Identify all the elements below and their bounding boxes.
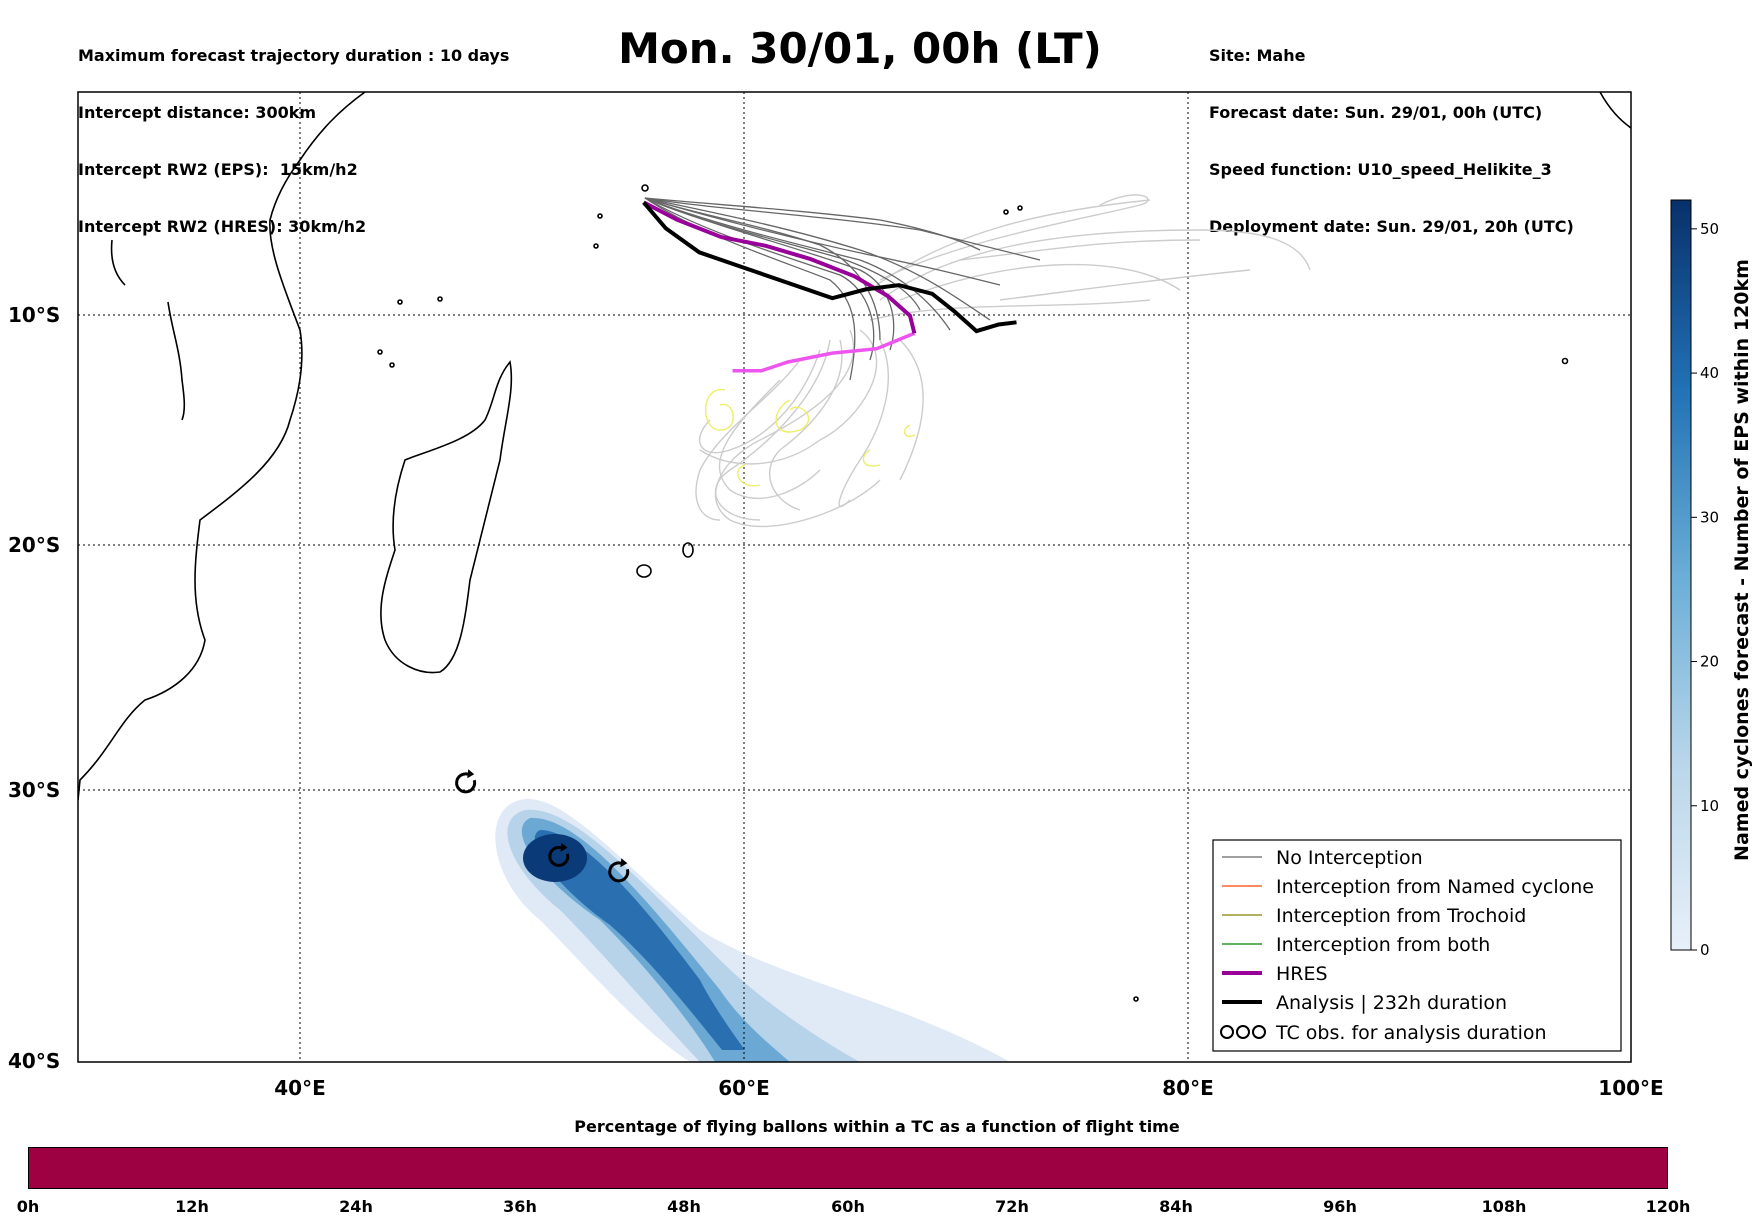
colorbar-tick: 40 <box>1700 364 1719 382</box>
seychelles-islands <box>641 184 649 192</box>
colorbar: 0 10 20 30 40 50 Named cyclones forecast - Nu… <box>1670 199 1753 959</box>
reunion-island <box>636 564 652 578</box>
cyclone-symbol-icon <box>455 769 477 794</box>
site-parameters: Site: Mahe Forecast date: Sun. 29/01, 00… <box>1209 8 1574 255</box>
late-ensemble-tracks <box>695 194 1311 528</box>
map-frame <box>77 91 1632 1063</box>
flight-bar-ticks: 0h 12h 24h 36h 48h 60h 72h 84h 96h 108h 120h <box>17 1197 1691 1216</box>
flight-bar-tick: 48h <box>667 1197 701 1216</box>
madagascar-coastline <box>380 360 513 674</box>
site-line: Speed function: U10_speed_Helikite_3 <box>1209 160 1552 179</box>
graticule <box>78 92 1631 1062</box>
coastlines <box>78 92 1631 1002</box>
flight-bar-title: Percentage of flying ballons within a TC… <box>574 1117 1180 1136</box>
lon-tick: 80°E <box>1162 1076 1214 1100</box>
colorbar-tick: 0 <box>1700 941 1710 959</box>
lat-tick: 10°S <box>8 303 60 327</box>
flight-bar-tick: 84h <box>1159 1197 1193 1216</box>
flight-bar-tick: 36h <box>503 1197 537 1216</box>
flight-bar-tick: 60h <box>831 1197 865 1216</box>
colorbar-tick: 50 <box>1700 220 1719 238</box>
legend-label: Interception from both <box>1276 934 1490 956</box>
param-line: Maximum forecast trajectory duration : 1… <box>78 46 510 65</box>
site-line: Site: Mahe <box>1209 46 1306 65</box>
param-line: Intercept distance: 300km <box>78 103 317 122</box>
legend-label: HRES <box>1276 963 1328 985</box>
hres-late-track <box>732 331 916 373</box>
legend-label: TC obs. for analysis duration <box>1275 1022 1547 1044</box>
lon-tick: 60°E <box>718 1076 770 1100</box>
cyclone-symbol-icon <box>608 858 630 883</box>
colorbar-label: Named cyclones forecast - Number of EPS … <box>1731 259 1753 861</box>
africa-coastline <box>78 92 366 801</box>
legend-label: Analysis | 232h duration <box>1276 992 1507 1014</box>
lon-tick: 40°E <box>274 1076 326 1100</box>
legend-label: Interception from Named cyclone <box>1276 876 1594 898</box>
site-line: Forecast date: Sun. 29/01, 00h (UTC) <box>1209 103 1543 122</box>
flight-bar-tick: 72h <box>995 1197 1029 1216</box>
flight-bar-tick: 96h <box>1323 1197 1357 1216</box>
flight-bar-tick: 120h <box>1646 1197 1691 1216</box>
forecast-parameters: Maximum forecast trajectory duration : 1… <box>78 8 509 255</box>
eps-cyclone-density <box>495 799 1010 1062</box>
cyclone-symbol-icon <box>1220 1025 1266 1039</box>
colorbar-tick: 10 <box>1700 797 1719 815</box>
trochoid-tracks <box>704 389 916 487</box>
site-line: Deployment date: Sun. 29/01, 20h (UTC) <box>1209 217 1574 236</box>
map-legend: No Interception Interception from Named … <box>1212 839 1622 1052</box>
cyclone-symbol-icon <box>548 842 570 867</box>
colorbar-tick: 30 <box>1700 508 1719 526</box>
flight-time-bar <box>28 1147 1668 1189</box>
page-title: Mon. 30/01, 00h (LT) <box>618 24 1102 73</box>
lat-tick: 30°S <box>8 778 60 802</box>
legend-label: No Interception <box>1276 847 1423 869</box>
tc-observations <box>455 769 630 883</box>
mauritius-island <box>682 542 694 558</box>
lat-tick: 40°S <box>8 1049 60 1073</box>
flight-bar-tick: 24h <box>339 1197 373 1216</box>
param-line: Intercept RW2 (HRES): 30km/h2 <box>78 217 367 236</box>
flight-bar-tick: 108h <box>1482 1197 1527 1216</box>
flight-bar-tick: 12h <box>175 1197 209 1216</box>
analysis-track <box>642 201 1017 334</box>
hres-track <box>642 200 917 334</box>
legend-label: Interception from Trochoid <box>1276 905 1526 927</box>
flight-bar-tick: 0h <box>17 1197 40 1216</box>
param-line: Intercept RW2 (EPS): 15km/h2 <box>78 160 358 179</box>
lon-tick: 100°E <box>1598 1076 1663 1100</box>
lat-tick: 20°S <box>8 533 60 557</box>
colorbar-tick: 20 <box>1700 653 1719 671</box>
